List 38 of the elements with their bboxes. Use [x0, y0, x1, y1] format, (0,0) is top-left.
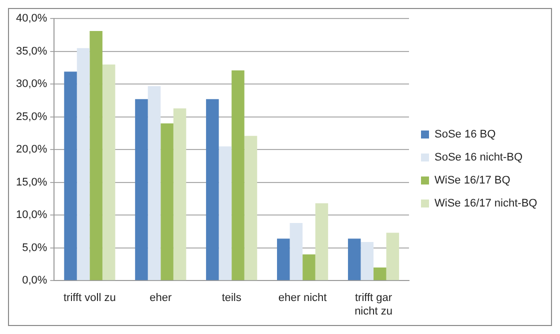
- legend-label: SoSe 16 nicht-BQ: [434, 152, 523, 164]
- bar: [102, 64, 116, 280]
- bar: [386, 232, 400, 280]
- bar: [173, 108, 186, 280]
- y-tick-label: 5,0%: [22, 242, 48, 254]
- bar: [218, 146, 232, 280]
- legend-label: WiSe 16/17 BQ: [434, 174, 511, 187]
- bar: [90, 31, 102, 280]
- x-tick-label: trifft voll zu: [63, 292, 116, 304]
- x-tick-label: teils: [222, 292, 242, 304]
- bar: [360, 242, 374, 280]
- bar: [290, 222, 303, 280]
- x-tick-label: trifft gar nicht zu: [354, 292, 392, 318]
- bar: [374, 268, 386, 280]
- y-tick-label: 25,0%: [16, 110, 48, 123]
- x-tick-label: eher nicht: [278, 292, 327, 304]
- y-tick-label: 35,0%: [16, 45, 48, 58]
- bar: [135, 99, 148, 280]
- bar: [348, 238, 361, 280]
- legend-label: SoSe 16 BQ: [434, 128, 496, 141]
- y-tick-label: 10,0%: [16, 209, 48, 222]
- bar: [244, 136, 258, 280]
- bar: [315, 203, 328, 280]
- bar: [232, 70, 244, 280]
- y-tick-label: 20,0%: [16, 144, 48, 156]
- y-tick-label: 40,0%: [16, 12, 48, 25]
- x-tick-label: eher: [150, 292, 172, 304]
- y-tick-label: 0,0%: [22, 274, 48, 287]
- bar: [76, 48, 90, 280]
- bar: [160, 123, 174, 280]
- bar: [64, 72, 77, 280]
- bar: [148, 86, 161, 280]
- y-tick-label: 30,0%: [16, 78, 48, 90]
- bar: [302, 254, 316, 280]
- y-tick-label: 15,0%: [16, 176, 48, 188]
- bar: [277, 238, 290, 280]
- legend-label: WiSe 16/17 nicht-BQ: [434, 198, 538, 210]
- bar: [206, 99, 219, 280]
